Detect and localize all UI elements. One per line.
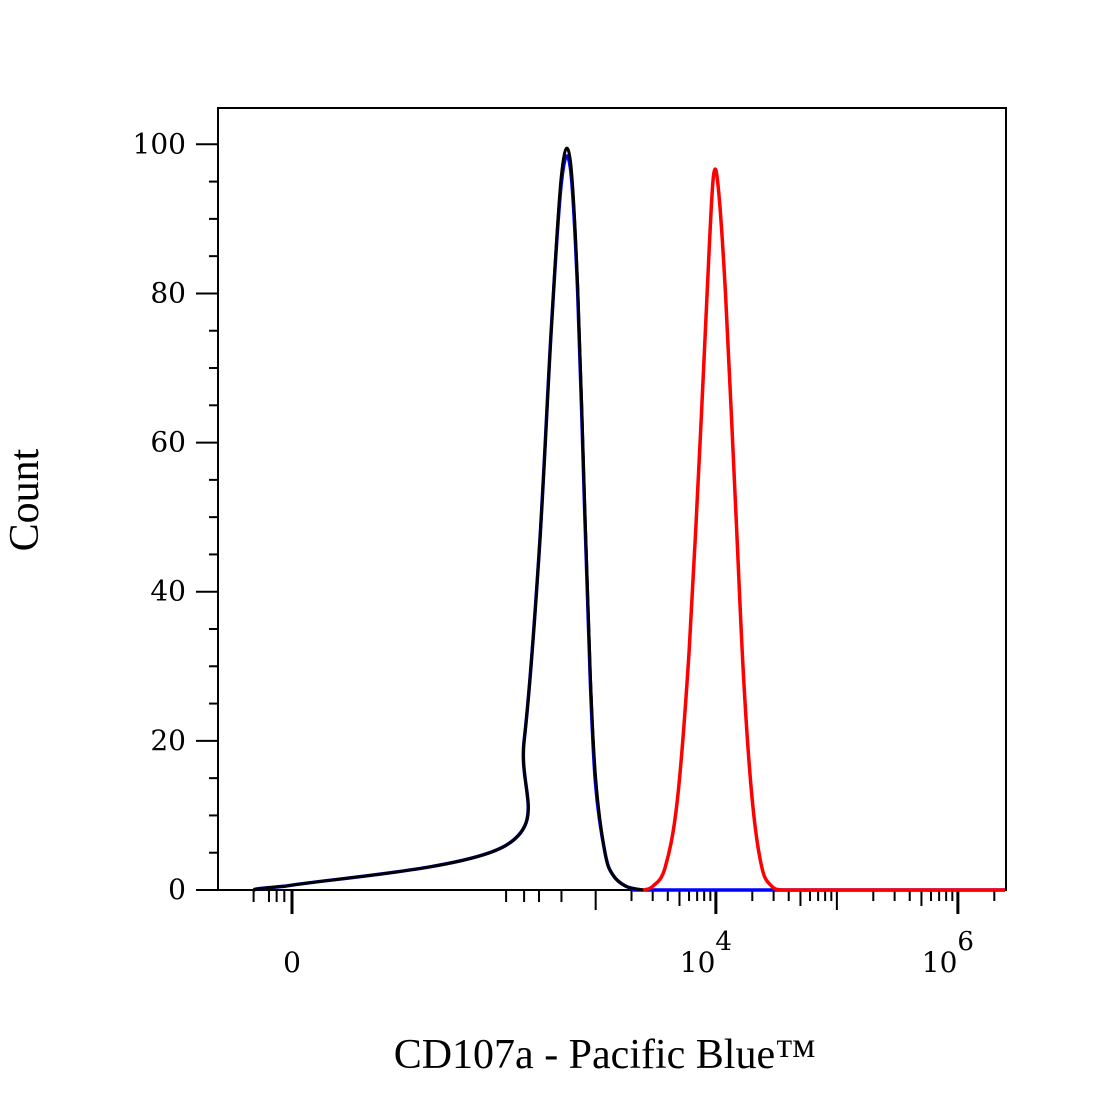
series-layer bbox=[252, 146, 1005, 892]
y-tick-label: 60 bbox=[150, 426, 186, 459]
y-tick-label: 0 bbox=[168, 873, 186, 906]
histogram-series-0 bbox=[252, 154, 1005, 892]
minor-ticks bbox=[252, 890, 996, 910]
x-axis: 0104106108 bbox=[283, 890, 974, 979]
y-axis-title: Count bbox=[2, 448, 48, 551]
histogram-series-1 bbox=[252, 146, 644, 892]
histogram-series-2 bbox=[642, 167, 1005, 892]
x-tick-label: 106 bbox=[922, 927, 974, 979]
x-axis-title: CD107a - Pacific Blue™ bbox=[394, 1032, 817, 1078]
plot-frame bbox=[217, 107, 1007, 891]
y-tick-label: 100 bbox=[133, 127, 186, 160]
y-tick-label: 20 bbox=[150, 724, 186, 757]
x-tick-label: 0 bbox=[283, 946, 301, 979]
y-axis: 0 20 40 60 80 100 bbox=[133, 127, 218, 906]
x-tick-label: 104 bbox=[680, 927, 732, 979]
y-tick-label: 40 bbox=[150, 575, 186, 608]
y-tick-label: 80 bbox=[150, 276, 186, 309]
